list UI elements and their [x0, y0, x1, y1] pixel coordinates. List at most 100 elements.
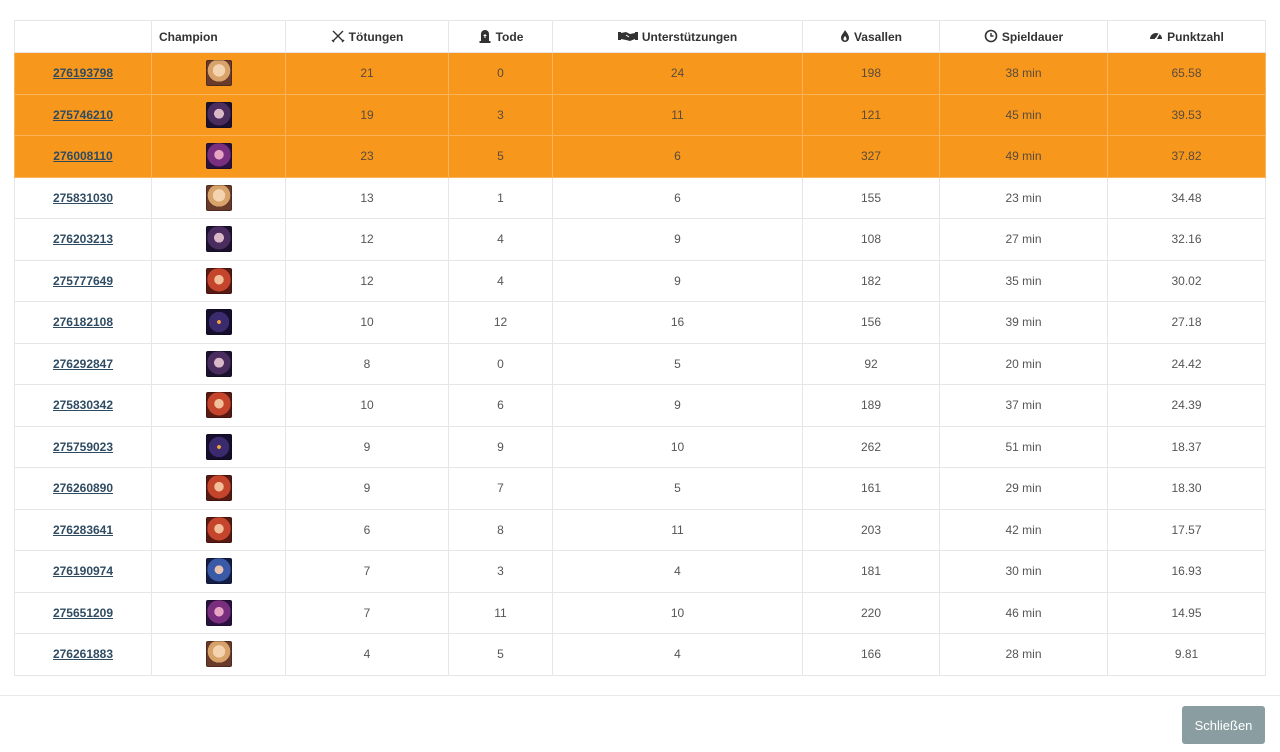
footer-divider	[0, 695, 1280, 696]
table-header-row: Champion Tötungen Tode Unterstützungen V…	[14, 20, 1266, 53]
header-minions: Vasallen	[802, 20, 940, 53]
duration-cell: 45 min	[939, 93, 1108, 136]
duration-cell: 35 min	[939, 259, 1108, 302]
deaths-cell: 4	[448, 259, 553, 302]
table-row: 276261883 4 5 4 166 28 min 9.81	[14, 633, 1266, 676]
champion-portrait-redhead-icon	[205, 392, 232, 419]
table-row: 276190974 7 3 4 181 30 min 16.93	[14, 550, 1266, 593]
game-id-link[interactable]: 275759023	[52, 439, 114, 454]
kills-cell: 19	[285, 93, 449, 136]
header-kills-label: Tötungen	[348, 30, 404, 44]
header-score-label: Punktzahl	[1167, 30, 1224, 44]
game-id-cell: 276292847	[14, 342, 152, 385]
duration-cell: 39 min	[939, 301, 1108, 344]
champion-cell	[151, 384, 286, 427]
kills-cell: 7	[285, 550, 449, 593]
game-id-cell: 275831030	[14, 176, 152, 219]
game-id-link[interactable]: 276292847	[52, 356, 114, 371]
table-body: 276193798 21 0 24 198 38 min 65.58 275746210 19 3…	[14, 52, 1266, 676]
handshake-icon	[617, 32, 638, 41]
game-id-link[interactable]: 276203213	[52, 232, 114, 247]
game-id-link[interactable]: 276193798	[52, 66, 114, 81]
assists-cell: 4	[552, 633, 803, 676]
champion-cell	[151, 259, 286, 302]
game-id-link[interactable]: 275651209	[52, 605, 114, 620]
assists-cell: 9	[552, 218, 803, 261]
champion-cell	[151, 93, 286, 136]
game-id-link[interactable]: 276260890	[52, 481, 114, 496]
game-id-cell: 275759023	[14, 425, 152, 468]
game-id-link[interactable]: 276190974	[52, 564, 114, 579]
score-cell: 30.02	[1107, 259, 1266, 302]
close-button[interactable]: Schließen	[1182, 706, 1265, 744]
kills-cell: 12	[285, 259, 449, 302]
deaths-cell: 9	[448, 425, 553, 468]
score-cell: 24.39	[1107, 384, 1266, 427]
champion-portrait-shadow-icon	[205, 309, 232, 336]
deaths-cell: 4	[448, 218, 553, 261]
score-cell: 9.81	[1107, 633, 1266, 676]
kills-cell: 7	[285, 591, 449, 634]
score-cell: 17.57	[1107, 508, 1266, 551]
champion-portrait-dark-mage-icon	[205, 350, 232, 377]
duration-cell: 29 min	[939, 467, 1108, 510]
table-row: 276008110 23 5 6 327 49 min 37.82	[14, 135, 1266, 178]
assists-cell: 5	[552, 467, 803, 510]
minions-cell: 92	[802, 342, 940, 385]
gauge-icon	[1150, 33, 1163, 41]
duration-cell: 27 min	[939, 218, 1108, 261]
deaths-cell: 0	[448, 342, 553, 385]
deaths-cell: 6	[448, 384, 553, 427]
table-row: 275651209 7 11 10 220 46 min 14.95	[14, 591, 1266, 634]
game-id-link[interactable]: 276008110	[53, 149, 113, 164]
assists-cell: 4	[552, 550, 803, 593]
assists-cell: 10	[552, 591, 803, 634]
kills-cell: 10	[285, 301, 449, 344]
assists-cell: 16	[552, 301, 803, 344]
table-row: 276193798 21 0 24 198 38 min 65.58	[14, 52, 1266, 95]
table-row: 276260890 9 7 5 161 29 min 18.30	[14, 467, 1266, 510]
champion-cell	[151, 301, 286, 344]
header-game	[14, 20, 152, 53]
table-row: 276283641 6 8 11 203 42 min 17.57	[14, 508, 1266, 551]
duration-cell: 28 min	[939, 633, 1108, 676]
minions-cell: 166	[802, 633, 940, 676]
tombstone-icon	[479, 30, 491, 43]
champion-cell	[151, 591, 286, 634]
minions-cell: 181	[802, 550, 940, 593]
duration-cell: 30 min	[939, 550, 1108, 593]
game-id-link[interactable]: 275777649	[52, 273, 114, 288]
header-score: Punktzahl	[1107, 20, 1266, 53]
game-id-link[interactable]: 276261883	[52, 647, 114, 662]
champion-cell	[151, 633, 286, 676]
table-row: 276292847 8 0 5 92 20 min 24.42	[14, 342, 1266, 385]
minions-cell: 262	[802, 425, 940, 468]
game-id-link[interactable]: 276283641	[52, 522, 114, 537]
score-cell: 16.93	[1107, 550, 1266, 593]
duration-cell: 37 min	[939, 384, 1108, 427]
deaths-cell: 11	[448, 591, 553, 634]
game-id-cell: 276203213	[14, 218, 152, 261]
assists-cell: 10	[552, 425, 803, 468]
game-id-link[interactable]: 275831030	[52, 190, 114, 205]
game-id-link[interactable]: 275746210	[52, 107, 114, 122]
game-id-link[interactable]: 275830342	[52, 398, 114, 413]
table-row: 275831030 13 1 6 155 23 min 34.48	[14, 176, 1266, 219]
score-cell: 24.42	[1107, 342, 1266, 385]
header-champion: Champion	[151, 20, 286, 53]
score-cell: 14.95	[1107, 591, 1266, 634]
champion-cell	[151, 52, 286, 95]
game-id-cell: 276190974	[14, 550, 152, 593]
deaths-cell: 1	[448, 176, 553, 219]
champion-cell	[151, 176, 286, 219]
game-id-link[interactable]: 276182108	[52, 315, 114, 330]
deaths-cell: 3	[448, 93, 553, 136]
assists-cell: 6	[552, 176, 803, 219]
deaths-cell: 3	[448, 550, 553, 593]
score-cell: 34.48	[1107, 176, 1266, 219]
minions-cell: 220	[802, 591, 940, 634]
score-cell: 65.58	[1107, 52, 1266, 95]
assists-cell: 5	[552, 342, 803, 385]
table-row: 276182108 10 12 16 156 39 min 27.18	[14, 301, 1266, 344]
deaths-cell: 7	[448, 467, 553, 510]
